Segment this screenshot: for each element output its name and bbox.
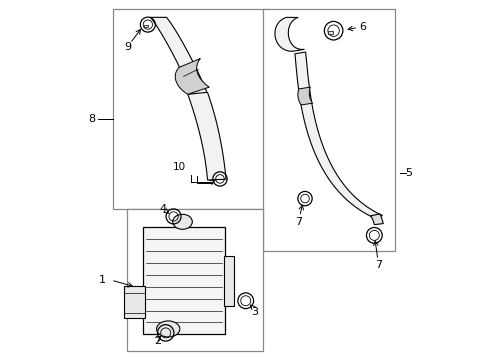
Text: 9: 9 (124, 42, 131, 52)
Polygon shape (175, 59, 209, 94)
Text: 10: 10 (172, 162, 186, 172)
Text: 8: 8 (89, 114, 96, 124)
Bar (328, 31, 333, 33)
Text: 2: 2 (154, 336, 161, 346)
Bar (123, 286, 145, 318)
Text: 6: 6 (359, 22, 367, 32)
Polygon shape (150, 17, 209, 99)
Text: 5: 5 (405, 168, 412, 178)
Bar (143, 227, 225, 334)
Bar (263, 9, 395, 251)
Bar (113, 9, 270, 208)
Polygon shape (295, 52, 383, 217)
Text: 4: 4 (159, 203, 167, 213)
Bar (223, 256, 234, 306)
Ellipse shape (172, 214, 192, 229)
Ellipse shape (157, 321, 180, 337)
Text: 7: 7 (295, 217, 302, 227)
Bar (127, 208, 263, 351)
Text: 1: 1 (98, 275, 106, 285)
Text: 7: 7 (375, 260, 383, 270)
Polygon shape (371, 214, 383, 225)
Bar (144, 25, 148, 27)
Polygon shape (275, 17, 304, 51)
Text: 3: 3 (251, 307, 258, 317)
Polygon shape (188, 92, 226, 180)
Polygon shape (298, 87, 313, 105)
